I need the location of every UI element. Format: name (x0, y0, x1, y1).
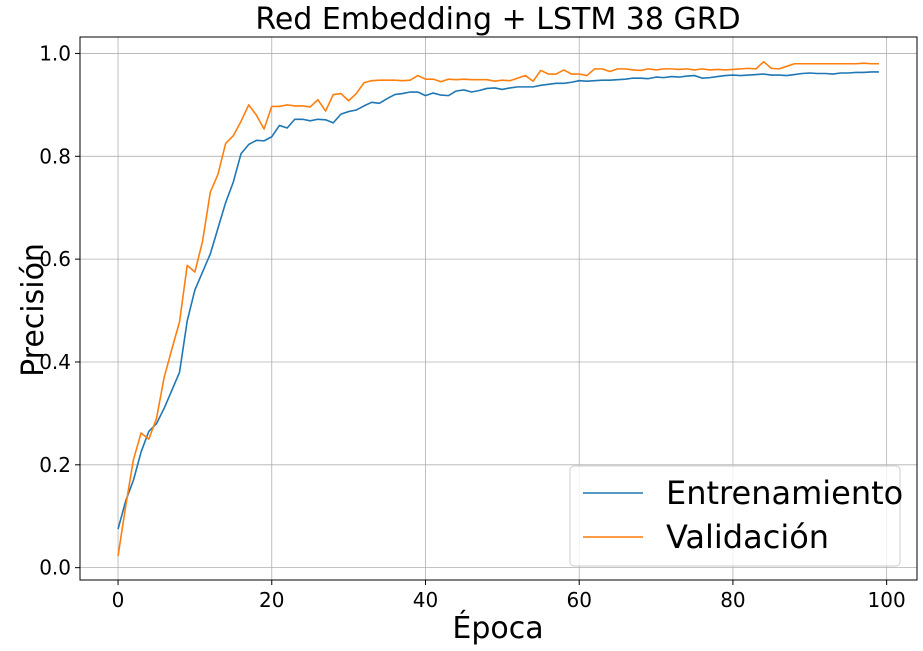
y-tick-label: 0.4 (39, 350, 71, 374)
legend-box (569, 465, 901, 567)
x-tick-label: 40 (413, 588, 438, 612)
y-tick-label: 0.8 (39, 144, 71, 168)
x-tick-label: 20 (259, 588, 284, 612)
series-lines (117, 60, 879, 556)
y-axis-label: Precisión (16, 243, 51, 377)
x-tick-label: 100 (868, 588, 906, 612)
x-tick-label: 60 (566, 588, 591, 612)
series-line-validacion (117, 60, 879, 556)
legend-label-entrenamiento: Entrenamiento (666, 474, 903, 512)
series-line-entrenamiento (117, 71, 879, 530)
y-tick-label: 0.0 (39, 556, 71, 580)
legend-label-validacion: Validación (666, 518, 829, 556)
chart-title: Red Embedding + LSTM 38 GRD (255, 2, 740, 37)
grid-lines (80, 37, 917, 580)
y-tick-label: 1.0 (39, 41, 71, 65)
x-tick-label: 80 (720, 588, 745, 612)
x-axis-label: Época (452, 610, 543, 646)
legend: Entrenamiento Validación (569, 465, 903, 567)
y-tick-label: 0.2 (39, 453, 71, 477)
axis-ticks: 0 20 40 60 80 100 0.0 0.2 0.4 0.6 0.8 1.0 (39, 41, 906, 612)
y-tick-label: 0.6 (39, 247, 71, 271)
x-tick-label: 0 (112, 588, 125, 612)
plot-frame (79, 36, 918, 581)
